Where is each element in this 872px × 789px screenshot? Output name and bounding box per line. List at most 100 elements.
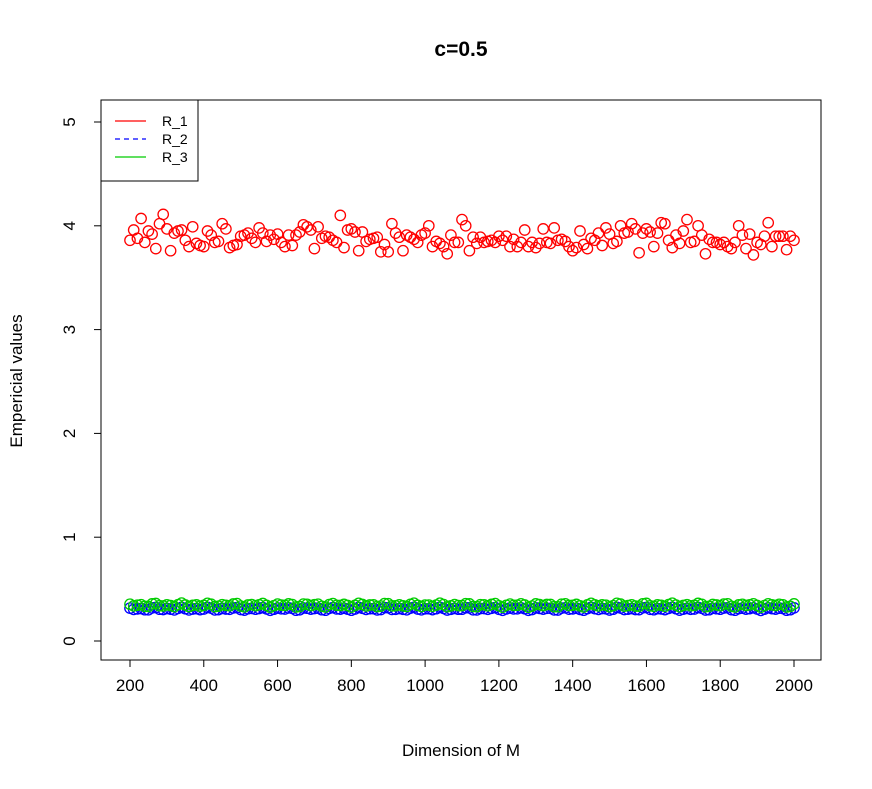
data-point — [275, 599, 288, 611]
x-tick-label: 2000 — [775, 676, 813, 695]
data-point — [459, 597, 472, 610]
data-point — [308, 598, 321, 611]
data-point — [644, 226, 656, 238]
data-point — [371, 231, 384, 244]
data-point — [507, 233, 520, 246]
data-point — [511, 240, 524, 253]
data-point — [618, 600, 631, 612]
data-point — [397, 244, 409, 257]
data-point — [183, 240, 195, 253]
data-point — [581, 242, 594, 255]
data-point — [330, 236, 343, 249]
x-tick-label: 400 — [190, 676, 218, 695]
data-point — [386, 600, 398, 612]
data-point — [308, 242, 321, 255]
legend-label: R_2 — [162, 131, 188, 147]
data-point — [463, 598, 476, 610]
data-point — [540, 598, 553, 611]
data-point — [352, 244, 365, 257]
data-point — [740, 599, 752, 612]
data-point — [371, 600, 384, 613]
data-point — [729, 236, 741, 249]
data-point — [766, 240, 778, 253]
data-point — [614, 219, 627, 232]
data-point — [518, 224, 531, 236]
data-point — [260, 235, 273, 248]
x-tick-label: 1400 — [554, 676, 592, 695]
data-point — [651, 599, 664, 611]
data-point — [378, 238, 391, 251]
data-point — [411, 236, 424, 249]
data-point — [703, 233, 716, 246]
data-point — [363, 599, 376, 611]
data-point — [374, 245, 387, 258]
data-point — [434, 237, 446, 250]
data-point — [600, 222, 612, 234]
data-point — [422, 219, 435, 232]
series-r-1 — [124, 208, 800, 261]
data-point — [212, 235, 225, 248]
data-point — [290, 229, 302, 241]
data-point — [777, 230, 789, 243]
x-tick-label: 1200 — [480, 676, 518, 695]
data-point — [629, 600, 642, 612]
data-point — [677, 225, 690, 237]
data-point — [684, 599, 697, 612]
data-point — [566, 244, 579, 257]
data-point — [312, 220, 324, 233]
data-point — [762, 216, 775, 229]
data-point — [124, 234, 136, 247]
data-point — [441, 247, 454, 260]
data-point — [788, 234, 800, 247]
data-point — [548, 222, 561, 234]
data-point — [463, 244, 476, 257]
data-point — [304, 224, 317, 236]
data-point — [474, 598, 487, 611]
data-point — [636, 227, 649, 239]
data-point — [699, 247, 712, 260]
x-tick-label: 200 — [116, 676, 144, 695]
data-point — [286, 239, 299, 252]
data-point — [507, 599, 520, 612]
data-point — [747, 249, 760, 261]
data-point — [725, 242, 738, 255]
y-axis: 0 1 2 3 4 5 — [60, 117, 102, 646]
data-point — [743, 228, 756, 240]
data-point — [780, 601, 793, 613]
data-point — [773, 230, 786, 243]
data-point — [334, 209, 347, 222]
data-point — [249, 236, 262, 249]
data-point — [699, 600, 712, 613]
data-point — [673, 237, 686, 250]
data-point — [552, 600, 564, 613]
data-point — [548, 600, 561, 613]
data-point — [153, 599, 166, 612]
data-point — [146, 598, 158, 610]
data-point — [706, 236, 719, 249]
data-point — [780, 243, 793, 256]
data-point — [131, 599, 144, 612]
data-point — [540, 602, 553, 615]
data-point — [500, 230, 513, 243]
data-point — [186, 599, 199, 612]
data-points — [124, 208, 800, 617]
series-r-3 — [124, 597, 800, 614]
data-point — [651, 227, 664, 239]
data-point — [179, 234, 192, 247]
y-tick-label: 5 — [60, 117, 79, 126]
data-point — [345, 223, 358, 235]
y-tick-label: 0 — [60, 636, 79, 645]
data-point — [740, 242, 752, 255]
data-point — [197, 240, 210, 253]
data-point — [496, 234, 509, 247]
legend-box — [100, 99, 199, 182]
data-point — [208, 600, 221, 613]
legend-label: R_1 — [162, 113, 188, 129]
data-point — [338, 241, 350, 254]
data-point — [448, 236, 461, 249]
data-point — [493, 230, 505, 243]
data-point — [389, 227, 402, 239]
data-point — [688, 235, 701, 248]
data-point — [659, 217, 671, 230]
